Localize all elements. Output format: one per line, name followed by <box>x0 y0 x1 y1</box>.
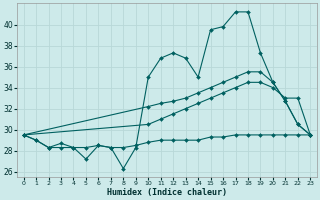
X-axis label: Humidex (Indice chaleur): Humidex (Indice chaleur) <box>107 188 227 197</box>
